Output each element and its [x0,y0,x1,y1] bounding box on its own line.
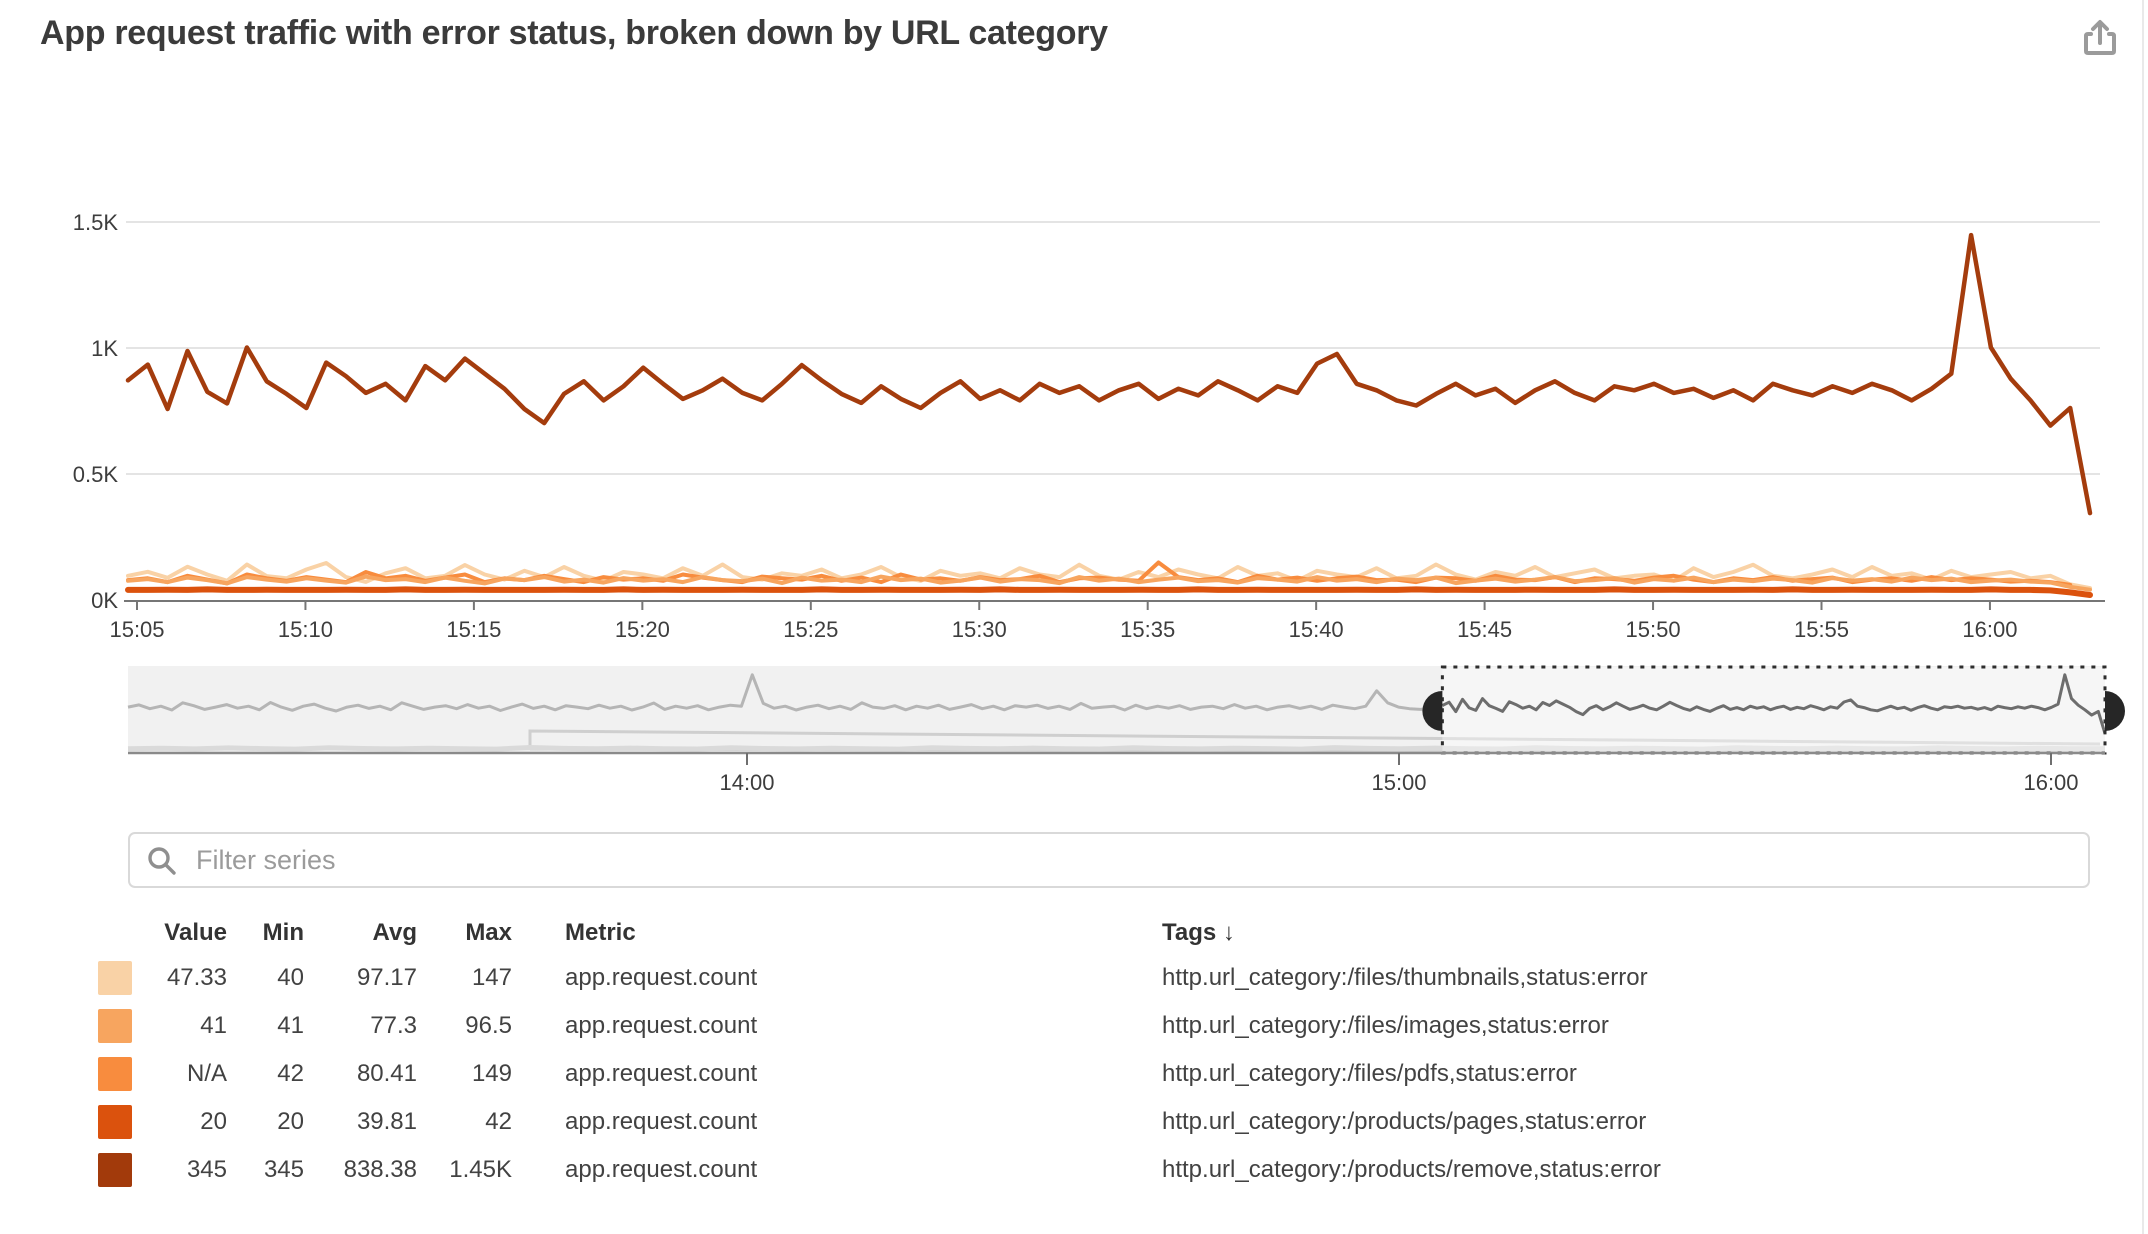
series-min: 41 [277,1012,304,1039]
series-min: 40 [277,964,304,991]
legend-col-min[interactable]: Min [262,919,304,946]
legend-row-remove[interactable]: 345 345 838.38 1.45K app.request.count h… [98,1146,2090,1194]
x-axis-tick-label: 15:40 [1289,617,1344,642]
series-tags: http.url_category:/files/pdfs,status:err… [1162,1060,1577,1087]
x-axis-tick-label: 15:15 [446,617,501,642]
share-export-button[interactable] [2078,16,2122,60]
y-axis-label: 1.5K [73,210,119,235]
series-avg: 97.17 [356,964,417,991]
series-tags: http.url_category:/files/images,status:e… [1162,1012,1609,1039]
y-axis-label: 0K [91,588,118,613]
minimap-series-selected [1441,673,2107,735]
panel-right-divider [2142,0,2144,1234]
series-line-0[interactable] [126,561,2092,591]
y-axis-label: 0.5K [73,462,119,487]
filter-series-container [128,832,2090,888]
y-axis-label: 1K [91,336,118,361]
minimap-tick-label: 14:00 [719,770,774,795]
series-line-1[interactable] [126,574,2092,592]
series-swatch[interactable] [98,1153,132,1187]
series-swatch[interactable] [98,961,132,995]
filter-series-input[interactable] [128,832,2090,888]
x-axis-tick-label: 15:10 [278,617,333,642]
x-axis-tick-label: 15:55 [1794,617,1849,642]
x-axis-tick-label: 15:20 [615,617,670,642]
series-tags: http.url_category:/products/pages,status… [1162,1108,1647,1135]
series-max: 1.45K [449,1156,512,1183]
series-metric: app.request.count [565,1060,758,1087]
legend-col-tags[interactable]: Tags ↓ [1162,919,1235,946]
series-max: 149 [471,1060,512,1087]
series-value: 345 [186,1156,227,1183]
series-tags: http.url_category:/files/thumbnails,stat… [1162,964,1648,991]
main-chart[interactable]: 0K 0.5K 1K 1.5K 15:05 15:10 15:15 15:20 15:25 15:… [0,0,2148,812]
series-swatch[interactable] [98,1057,132,1091]
minimap-small-series-line [127,745,2106,752]
x-axis-tick-label: 15:50 [1626,617,1681,642]
minimap-brush-handle-left[interactable] [1422,691,1443,731]
x-axis-tick-label: 15:45 [1457,617,1512,642]
share-export-icon [2084,20,2116,55]
minimap-brush[interactable] [1440,665,2107,755]
series-metric: app.request.count [565,1108,758,1135]
series-avg: 80.41 [356,1060,417,1087]
series-max: 96.5 [465,1012,512,1039]
series-swatch[interactable] [98,1105,132,1139]
series-metric: app.request.count [565,1012,758,1039]
minimap-tick-label: 16:00 [2023,770,2078,795]
legend-col-avg[interactable]: Avg [372,919,417,946]
series-metric: app.request.count [565,964,758,991]
legend-row-pages[interactable]: 20 20 39.81 42 app.request.count http.ur… [98,1098,2090,1146]
series-line-4[interactable] [125,232,2093,516]
x-axis-tick-label: 15:05 [109,617,164,642]
series-avg: 77.3 [370,1012,417,1039]
legend-row-pdfs[interactable]: N/A 42 80.41 149 app.request.count http.… [98,1050,2090,1098]
series-metric: app.request.count [565,1156,758,1183]
series-swatch[interactable] [98,1009,132,1043]
legend-col-metric[interactable]: Metric [565,919,636,946]
minimap-series-unselected [127,673,1443,713]
series-legend-table: Value Min Avg Max Metric Tags ↓ 47.33 40… [98,912,2090,1194]
legend-col-value[interactable]: Value [164,919,227,946]
x-axis-tick-label: 15:25 [783,617,838,642]
series-min: 20 [277,1108,304,1135]
legend-col-max[interactable]: Max [465,919,512,946]
legend-row-images[interactable]: 41 41 77.3 96.5 app.request.count http.u… [98,1002,2090,1050]
legend-header-row: Value Min Avg Max Metric Tags ↓ [98,912,2090,954]
series-tags: http.url_category:/products/remove,statu… [1162,1156,1661,1183]
series-min: 345 [263,1156,304,1183]
series-value: N/A [186,1060,227,1087]
minimap-background [128,666,2105,754]
series-avg: 838.38 [343,1156,417,1183]
x-axis-tick-label: 15:30 [952,617,1007,642]
series-max: 147 [471,964,512,991]
series-value: 47.33 [166,964,227,991]
page-title: App request traffic with error status, b… [40,14,1108,52]
minimap-brush-handle-right[interactable] [2105,691,2125,731]
series-value: 41 [200,1012,227,1039]
series-max: 42 [485,1108,512,1135]
series-value: 20 [200,1108,227,1135]
minimap-tick-label: 15:00 [1371,770,1426,795]
series-avg: 39.81 [356,1108,417,1135]
x-axis-tick-label: 15:35 [1120,617,1175,642]
x-axis-tick-label: 16:00 [1962,617,2017,642]
legend-row-thumbnails[interactable]: 47.33 40 97.17 147 app.request.count htt… [98,954,2090,1002]
series-line-3[interactable] [125,586,2093,598]
series-min: 42 [277,1060,304,1087]
